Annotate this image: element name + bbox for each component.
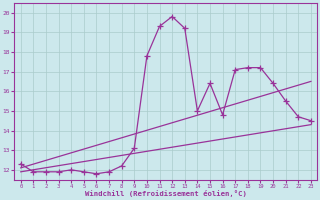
X-axis label: Windchill (Refroidissement éolien,°C): Windchill (Refroidissement éolien,°C): [85, 190, 247, 197]
